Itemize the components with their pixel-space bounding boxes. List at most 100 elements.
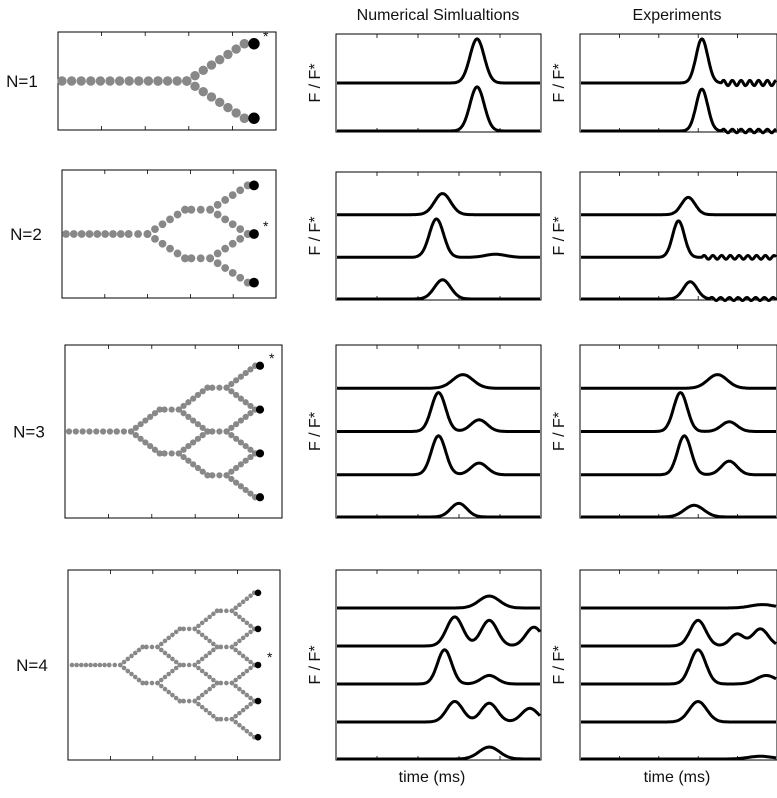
tree-panel-4-star-marker: * <box>267 649 273 665</box>
tree-panel-3-bead <box>199 424 206 431</box>
tree-panel-4-bead <box>233 611 238 617</box>
tree-panel-4-end-bead <box>254 625 262 633</box>
numerical-panel-4-trace <box>336 648 541 686</box>
tree-panel-3-bead <box>228 468 235 475</box>
tree-panel-2-bead <box>236 186 245 195</box>
tree-panel-2-bead <box>236 225 245 234</box>
tree-panel-1-bead <box>231 108 241 118</box>
tree-panel-2-bead <box>109 230 117 238</box>
tree-panel-3-bead <box>161 406 168 413</box>
experiment-panel-2-trace <box>580 195 777 217</box>
tree-panel-3-bead <box>156 450 163 457</box>
tree-panel-1-bead <box>206 92 217 102</box>
tree-panel-4-bead <box>140 644 145 650</box>
tree-panel-3-bead <box>180 453 187 461</box>
experiment-panel-2-trace <box>580 280 777 302</box>
tree-panel-4-bead <box>125 656 131 662</box>
numerical-panel-4-frame <box>335 569 542 761</box>
tree-panel-3-bead <box>237 395 244 402</box>
tree-panel-1-bead <box>223 102 233 113</box>
tree-panel-2-bead <box>196 254 205 263</box>
tree-panel-1-bead <box>206 60 217 70</box>
tree-panel-3-bead <box>147 443 154 450</box>
tree-panel-3-bead <box>223 384 230 391</box>
tree-panel-4-bead <box>166 689 172 695</box>
tree-panel-4-bead <box>233 719 238 725</box>
tree-panel-4-bead <box>203 671 209 677</box>
tree-panel-3-bead <box>180 410 187 417</box>
tree-panel-3-bead <box>199 432 206 439</box>
tree-panel-4-bead <box>196 623 201 629</box>
tree-panel-4-bead <box>237 650 242 656</box>
tree-panel-4-bead <box>196 629 201 635</box>
tree-panel-2-bead <box>158 220 167 229</box>
tree-panel-2-bead <box>213 259 222 268</box>
tree-panel-2-bead <box>158 239 167 248</box>
tree-panel-4-bead <box>196 665 201 671</box>
tree-panel-3-bead <box>204 384 211 391</box>
tree-panel-1-bead <box>114 76 125 86</box>
tree-panel-4-bead <box>240 725 246 731</box>
tree-panel-4-bead <box>121 659 127 665</box>
tree-panel-3-bead <box>247 366 254 373</box>
tree-panel-4-bead <box>199 692 205 698</box>
tree-panel-4-end-bead <box>254 661 262 669</box>
tree-panel-2-bead <box>181 254 189 263</box>
tree-panel-2-bead <box>221 244 230 253</box>
tree-panel-3-bead <box>93 428 100 435</box>
tree-panel-4-bead <box>233 647 238 653</box>
tree-panel-1-bead <box>66 76 77 86</box>
tree-panel-4-bead <box>158 641 164 647</box>
tree-panel-4-bead <box>166 635 172 641</box>
numerical-panel-3-trace <box>336 501 541 519</box>
tree-panel-3-bead <box>106 428 114 435</box>
tree-panel-4-bead <box>233 683 238 689</box>
tree-panel-4-bead <box>118 662 123 668</box>
xlabel-experiments: time (ms) <box>644 769 711 786</box>
tree-panel-3-bead <box>216 384 223 391</box>
tree-panel-3-bead <box>237 417 244 424</box>
tree-panel-1-bead <box>190 70 200 81</box>
tree-panel-4-bead <box>237 686 242 692</box>
tree-panel-3-end-bead <box>255 493 265 502</box>
tree-panel-4-bead <box>203 707 209 713</box>
tree-panel-1-row-label: N=1 <box>6 72 38 91</box>
col-title-experiments: Experiments <box>633 7 722 24</box>
tree-panel-4-end-bead <box>254 697 262 705</box>
experiment-panel-4-trace <box>580 754 777 761</box>
numerical-panel-3-trace <box>336 391 541 433</box>
tree-panel-3-bead <box>209 384 216 391</box>
tree-panel-4-bead <box>203 635 209 641</box>
tree-panel-2-bead <box>101 230 110 238</box>
tree-panel-1-bead <box>190 81 200 92</box>
tree-panel-4-bead <box>233 605 238 611</box>
numerical-panel-1-ylabel: F / F* <box>307 63 324 102</box>
tree-panel-2-bead <box>187 205 196 214</box>
tree-panel-3-bead <box>209 472 216 479</box>
tree-panel-4-bead <box>83 662 89 668</box>
tree-panel-1-bead <box>134 76 144 86</box>
tree-panel-4-bead <box>244 656 250 662</box>
tree-panel-1-bead <box>198 86 208 97</box>
numerical-panel-3-trace <box>336 434 541 477</box>
tree-panel-4-bead <box>177 626 183 632</box>
tree-panel-4-bead <box>207 638 212 644</box>
tree-panel-2-bead <box>166 244 174 253</box>
tree-panel-4-bead <box>79 662 84 668</box>
tree-panel-4-bead <box>136 677 142 683</box>
tree-panel-4-bead <box>207 650 212 656</box>
experiment-panel-4-frame <box>579 569 777 761</box>
tree-panel-3-bead <box>180 446 187 453</box>
tree-panel-3-bead <box>228 432 235 439</box>
tree-panel-4-bead <box>229 716 235 722</box>
tree-panel-1-bead <box>124 76 134 86</box>
tree-panel-4-bead <box>214 644 220 650</box>
numerical-panel-2-ylabel: F / F* <box>307 216 324 255</box>
tree-panel-2-bead <box>221 196 230 204</box>
tree-panel-4-bead <box>248 623 253 629</box>
tree-panel-2-bead <box>69 230 78 238</box>
tree-panel-4-bead <box>229 644 235 650</box>
tree-panel-1-star-marker: * <box>263 28 269 44</box>
tree-panel-4-bead <box>224 680 229 686</box>
tree-panel-4-bead <box>211 611 216 617</box>
